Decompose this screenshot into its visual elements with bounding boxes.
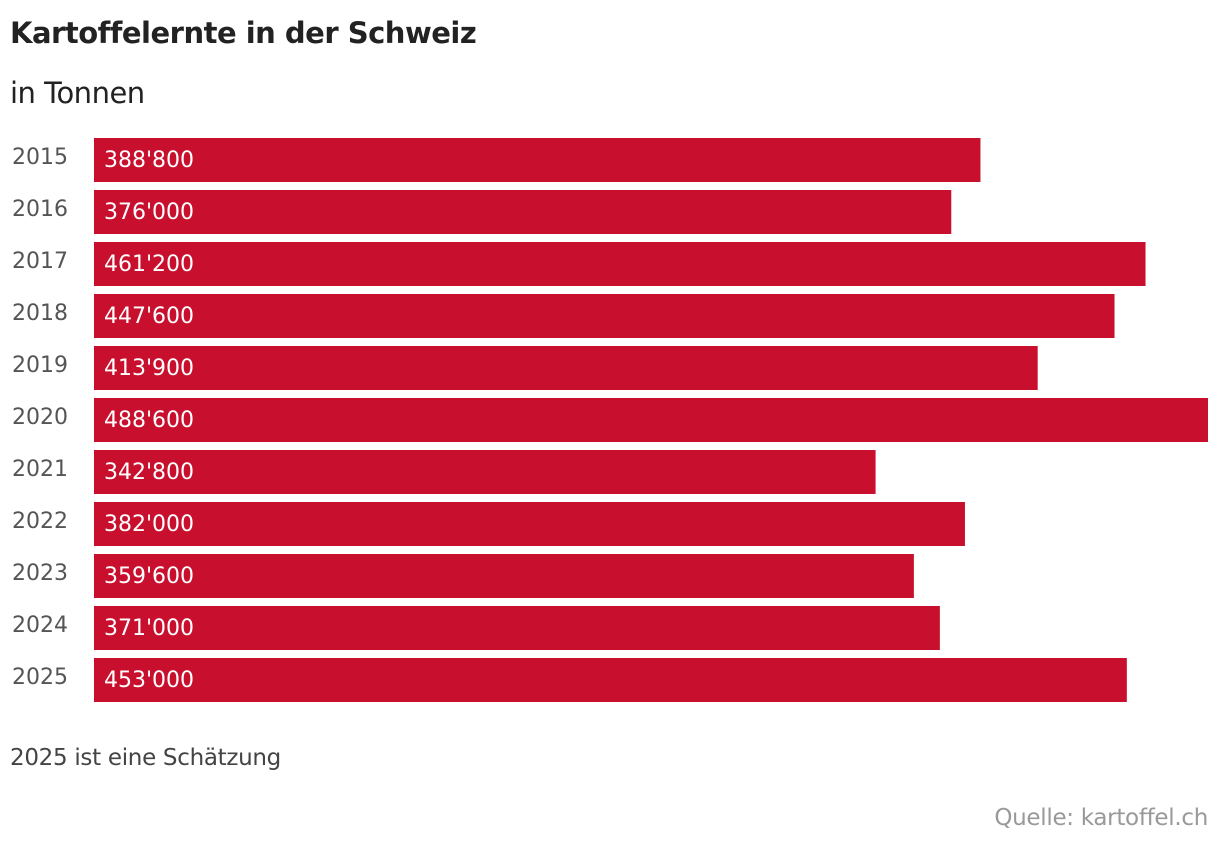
data-label: 488'600 [104,408,194,433]
bar-2018 [94,294,1115,338]
bar-2019 [94,346,1038,390]
chart-subtitle: in Tonnen [10,76,145,110]
bar-2015 [94,138,981,182]
bar-2021 [94,450,876,494]
bar-2016 [94,190,952,234]
chart-source: Quelle: kartoffel.ch [994,805,1208,831]
category-label: 2024 [12,613,68,638]
data-label: 371'000 [104,616,194,641]
data-label: 382'000 [104,512,194,537]
bar-2024 [94,606,940,650]
category-label: 2017 [12,249,68,274]
category-label: 2021 [12,457,68,482]
data-label: 413'900 [104,356,194,381]
category-label: 2015 [12,145,68,170]
category-label: 2023 [12,561,68,586]
category-label: 2022 [12,509,68,534]
category-label: 2018 [12,301,68,326]
data-label: 461'200 [104,252,194,277]
data-label: 376'000 [104,200,194,225]
data-label: 447'600 [104,304,194,329]
data-label: 388'800 [104,148,194,173]
category-label: 2025 [12,665,68,690]
bar-2022 [94,502,965,546]
bar-2023 [94,554,914,598]
data-label: 453'000 [104,668,194,693]
data-label: 342'800 [104,460,194,485]
category-label: 2019 [12,353,68,378]
bar-2020 [94,398,1208,442]
chart-title: Kartoffelernte in der Schweiz [10,16,477,50]
data-label: 359'600 [104,564,194,589]
chart-note: 2025 ist eine Schätzung [10,745,281,771]
category-label: 2020 [12,405,68,430]
bar-2025 [94,658,1127,702]
category-label: 2016 [12,197,68,222]
bar-2017 [94,242,1146,286]
